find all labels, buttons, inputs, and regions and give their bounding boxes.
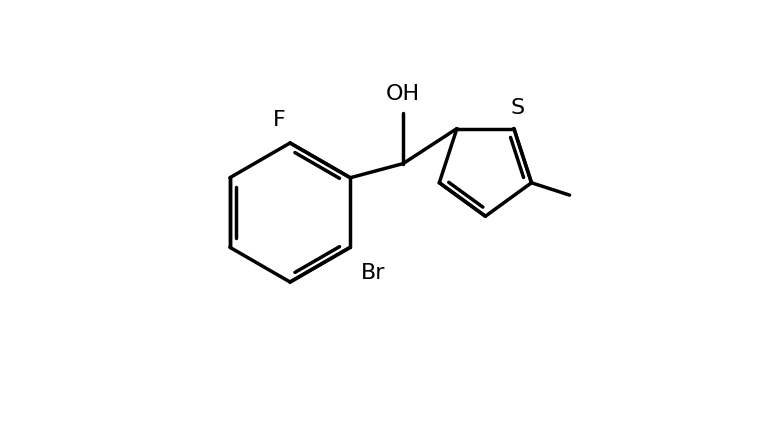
Text: Br: Br: [361, 262, 385, 282]
Text: S: S: [510, 98, 524, 118]
Text: OH: OH: [386, 83, 420, 104]
Text: F: F: [273, 109, 286, 129]
